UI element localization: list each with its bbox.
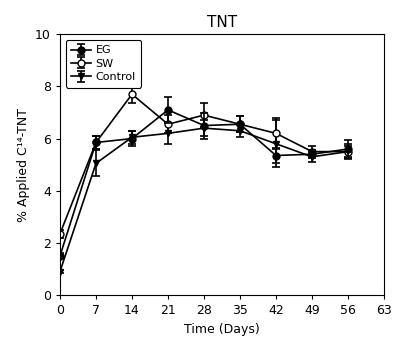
Y-axis label: % Applied C¹⁴-TNT: % Applied C¹⁴-TNT bbox=[16, 108, 30, 222]
Title: TNT: TNT bbox=[207, 15, 237, 31]
Legend: EG, SW, Control: EG, SW, Control bbox=[66, 40, 141, 87]
X-axis label: Time (Days): Time (Days) bbox=[184, 322, 260, 335]
